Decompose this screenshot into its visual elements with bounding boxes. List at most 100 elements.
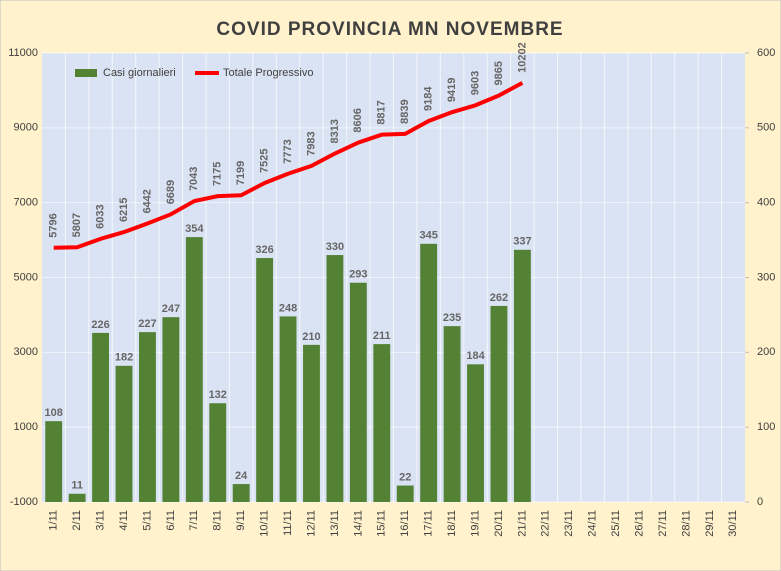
bar-data-label: 247	[162, 303, 180, 315]
line-data-label: 9419	[446, 78, 458, 102]
y-tick-label: 9000	[14, 122, 38, 134]
line-data-label: 7043	[188, 167, 200, 191]
bar-data-label: 337	[513, 236, 531, 248]
x-tick-label: 13/11	[329, 510, 341, 537]
bar	[256, 258, 274, 502]
y-tick-label: 7000	[14, 197, 38, 209]
line-data-label: 6689	[165, 180, 177, 204]
bar	[45, 421, 63, 502]
x-tick-label: 21/11	[516, 510, 528, 537]
x-tick-label: 28/11	[680, 510, 692, 537]
bar	[92, 332, 110, 502]
x-tick-label: 10/11	[259, 510, 271, 537]
x-tick-label: 2/11	[71, 510, 83, 531]
line-data-label: 7773	[282, 139, 294, 163]
x-tick-label: 30/11	[727, 510, 739, 537]
bar	[209, 403, 227, 502]
bar	[420, 243, 438, 502]
bar-data-label: 22	[399, 471, 411, 483]
line-data-label: 8606	[352, 108, 364, 132]
x-tick-label: 1/11	[48, 510, 60, 531]
bar-data-label: 235	[443, 312, 461, 324]
y2-tick-label: 400	[757, 197, 775, 209]
x-tick-label: 27/11	[657, 510, 669, 537]
line-data-label: 7983	[305, 131, 317, 155]
x-tick-label: 4/11	[118, 510, 130, 531]
y2-tick-label: 600	[757, 47, 775, 59]
line-data-label: 8817	[376, 100, 388, 124]
x-tick-label: 17/11	[423, 510, 435, 537]
y2-tick-label: 200	[757, 346, 775, 358]
line-data-label: 10202	[516, 42, 528, 73]
x-tick-label: 16/11	[399, 510, 411, 537]
chart-title: COVID PROVINCIA MN NOVEMBRE	[216, 19, 563, 40]
bar	[326, 255, 344, 502]
line-data-label: 8313	[329, 119, 341, 143]
line-data-label: 6442	[141, 189, 153, 213]
x-tick-label: 15/11	[376, 510, 388, 537]
x-tick-label: 5/11	[141, 510, 153, 531]
bar-data-label: 354	[185, 223, 204, 235]
x-tick-label: 22/11	[540, 510, 552, 537]
x-tick-label: 7/11	[188, 510, 200, 531]
bar-data-label: 226	[91, 319, 109, 331]
x-tick-label: 14/11	[352, 510, 364, 537]
bar-data-label: 330	[326, 241, 344, 253]
y2-tick-label: 300	[757, 271, 775, 283]
bar	[490, 305, 508, 502]
bar-data-label: 132	[209, 389, 227, 401]
bar	[68, 493, 86, 502]
line-data-label: 6215	[118, 198, 130, 222]
y-tick-label: 1000	[14, 421, 38, 433]
legend-swatch	[75, 69, 97, 77]
y2-tick-label: 0	[757, 496, 763, 508]
y2-tick-label: 500	[757, 122, 775, 134]
x-tick-label: 12/11	[305, 510, 317, 537]
bar	[513, 249, 531, 502]
bar	[396, 485, 414, 502]
bar-data-label: 326	[255, 244, 273, 256]
line-data-label: 8839	[399, 99, 411, 123]
x-tick-label: 19/11	[469, 510, 481, 537]
y-tick-label: -1000	[10, 496, 38, 508]
line-data-label: 6033	[94, 204, 106, 228]
bar	[139, 332, 156, 502]
bar-data-label: 293	[349, 269, 367, 281]
x-tick-label: 29/11	[704, 510, 716, 537]
bar	[115, 365, 133, 502]
line-data-label: 9865	[493, 61, 505, 85]
bar	[303, 344, 320, 502]
legend-label: Totale Progressivo	[223, 67, 314, 79]
bar-data-label: 211	[373, 330, 391, 342]
line-data-label: 7199	[235, 161, 247, 185]
bar-data-label: 182	[115, 352, 133, 364]
x-tick-label: 24/11	[587, 510, 599, 537]
bar-data-label: 248	[279, 302, 297, 314]
y-tick-label: 11000	[8, 47, 38, 59]
bar-data-label: 210	[302, 331, 320, 343]
line-data-label: 5807	[71, 213, 83, 237]
x-tick-label: 26/11	[633, 510, 645, 537]
bar-data-label: 184	[466, 350, 485, 362]
x-tick-label: 25/11	[610, 510, 622, 537]
line-data-label: 9184	[423, 86, 435, 111]
y-tick-label: 5000	[14, 271, 38, 283]
x-tick-label: 8/11	[212, 510, 224, 531]
bar-data-label: 108	[45, 407, 63, 419]
bar-data-label: 11	[71, 480, 83, 492]
bar-data-label: 24	[235, 470, 248, 482]
x-tick-label: 3/11	[94, 510, 106, 531]
bar	[162, 317, 180, 502]
bar	[185, 237, 203, 502]
x-tick-label: 20/11	[493, 510, 505, 537]
bar	[279, 316, 297, 502]
y2-tick-label: 100	[757, 421, 775, 433]
bar	[349, 282, 367, 502]
bar-data-label: 262	[490, 292, 508, 304]
bar	[443, 326, 461, 502]
line-data-label: 9603	[469, 71, 481, 95]
bar-data-label: 227	[138, 318, 156, 330]
legend-label: Casi giornalieri	[103, 67, 176, 79]
x-tick-label: 18/11	[446, 510, 458, 537]
